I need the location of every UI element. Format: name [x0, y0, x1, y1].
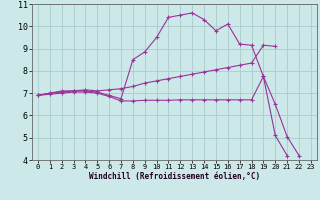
- X-axis label: Windchill (Refroidissement éolien,°C): Windchill (Refroidissement éolien,°C): [89, 172, 260, 181]
